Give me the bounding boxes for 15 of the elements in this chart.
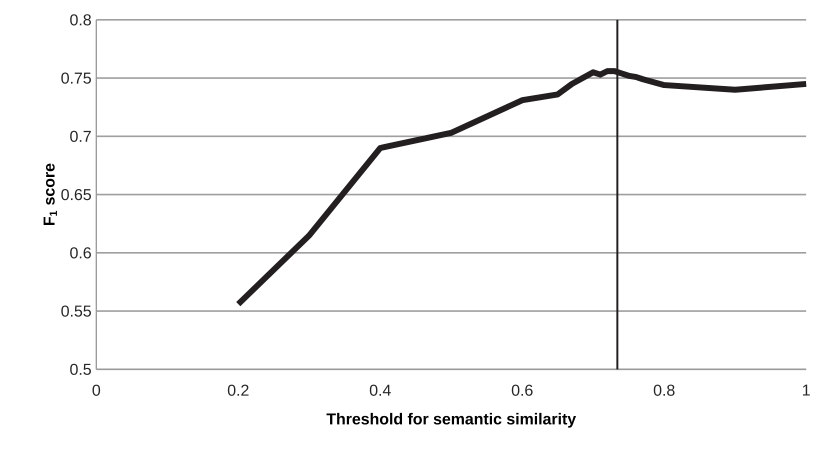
y-tick-label: 0.75 bbox=[61, 72, 91, 84]
y-axis-title: F$_{1}$ score bbox=[44, 164, 57, 226]
y-tick-label: 0.7 bbox=[70, 130, 91, 142]
x-tick-label: 0.8 bbox=[654, 384, 675, 396]
x-tick-label: 1 bbox=[802, 384, 810, 396]
x-tick-label: 0.6 bbox=[512, 384, 533, 396]
y-tick-label: 0.65 bbox=[61, 189, 91, 200]
x-tick-label: 0.2 bbox=[228, 384, 249, 396]
y-tick-label: 0.55 bbox=[61, 306, 91, 317]
y-tick-label: 0.5 bbox=[70, 364, 91, 376]
x-axis-title: Threshold for semantic similarity bbox=[326, 413, 576, 428]
x-tick-label: 0 bbox=[92, 384, 100, 396]
x-tick-label: 0.4 bbox=[370, 384, 391, 396]
y-tick-label: 0.8 bbox=[70, 14, 91, 26]
y-tick-label: 0.6 bbox=[70, 247, 91, 259]
